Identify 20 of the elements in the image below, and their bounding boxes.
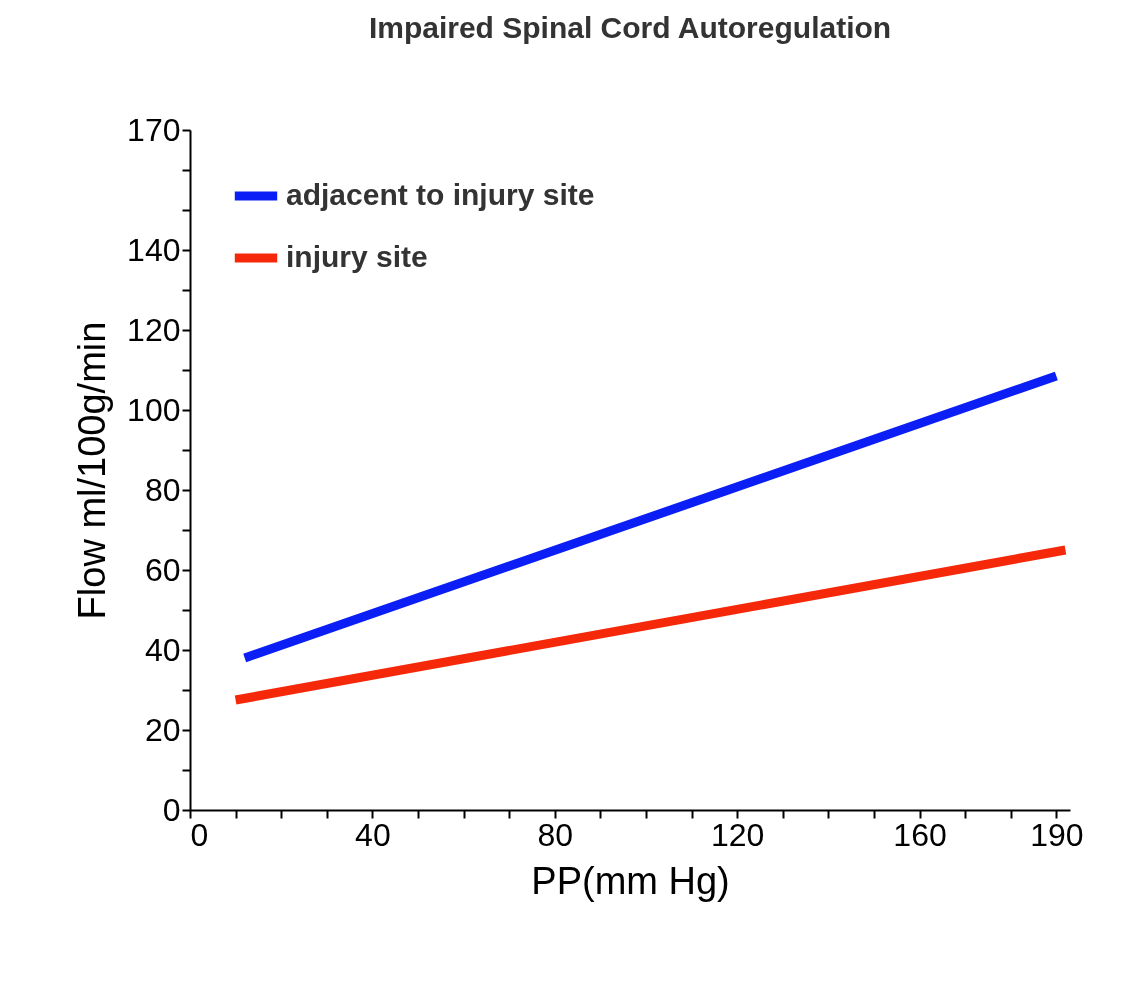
y-tick-label: 120 [127,311,181,348]
x-tick-label: 160 [893,816,947,853]
x-axis-title: PP(mm Hg) [531,859,730,902]
legend-label: adjacent to injury site [286,178,595,211]
chart-title: Impaired Spinal Cord Autoregulation [368,11,892,44]
x-tick-label: 190 [1030,816,1084,853]
x-tick-label: 0 [190,816,209,853]
y-tick-label: 140 [127,231,181,268]
y-tick-label: 100 [127,391,181,428]
x-tick-label: 120 [710,816,765,853]
y-tick-label: 20 [144,711,181,748]
y-tick-label: 0 [162,791,181,828]
y-axis-title: Flow ml/100g/min [71,321,114,620]
y-tick-label: 170 [127,111,181,148]
y-tick-label: 60 [144,551,181,588]
y-tick-label: 40 [144,631,181,668]
x-tick-label: 80 [537,816,574,853]
legend-label: injury site [286,240,428,273]
x-tick-label: 40 [355,816,391,853]
y-tick-label: 80 [144,471,181,508]
